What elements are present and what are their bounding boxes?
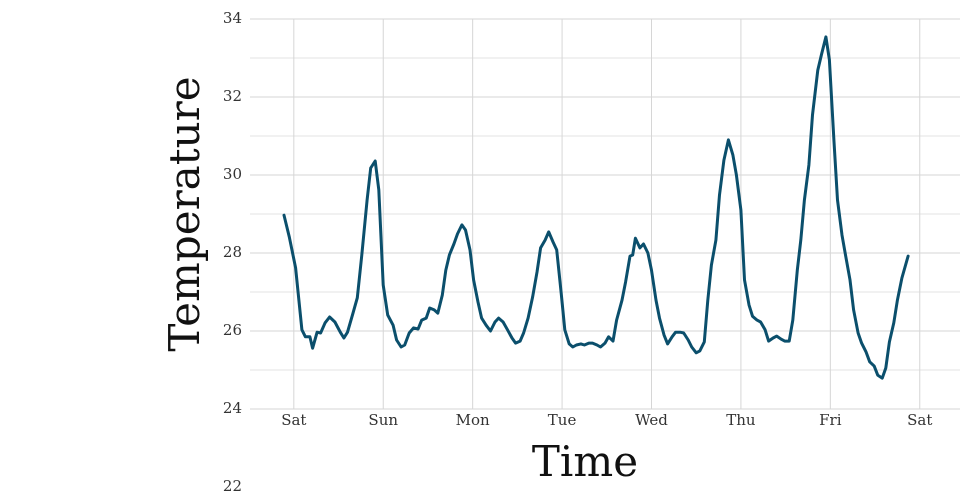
y-tick-label: 22	[223, 477, 242, 495]
y-tick-label: 34	[223, 9, 242, 27]
y-tick-label: 32	[223, 87, 242, 105]
x-tick-label: Sat	[907, 411, 932, 429]
x-tick-label: Fri	[819, 411, 842, 429]
x-tick-label: Wed	[635, 411, 668, 429]
x-axis-title: Time	[532, 437, 638, 486]
x-tick-label: Mon	[456, 411, 490, 429]
y-tick-label: 28	[223, 243, 242, 261]
x-tick-label: Tue	[548, 411, 577, 429]
x-tick-label: Thu	[726, 411, 756, 429]
y-tick-label: 24	[223, 399, 242, 417]
y-axis-title: Temperature	[160, 76, 209, 351]
y-tick-label: 30	[223, 165, 242, 183]
x-tick-label: Sat	[281, 411, 306, 429]
y-tick-label: 26	[223, 321, 242, 339]
line	[282, 35, 910, 380]
x-tick-label: Sun	[368, 411, 398, 429]
